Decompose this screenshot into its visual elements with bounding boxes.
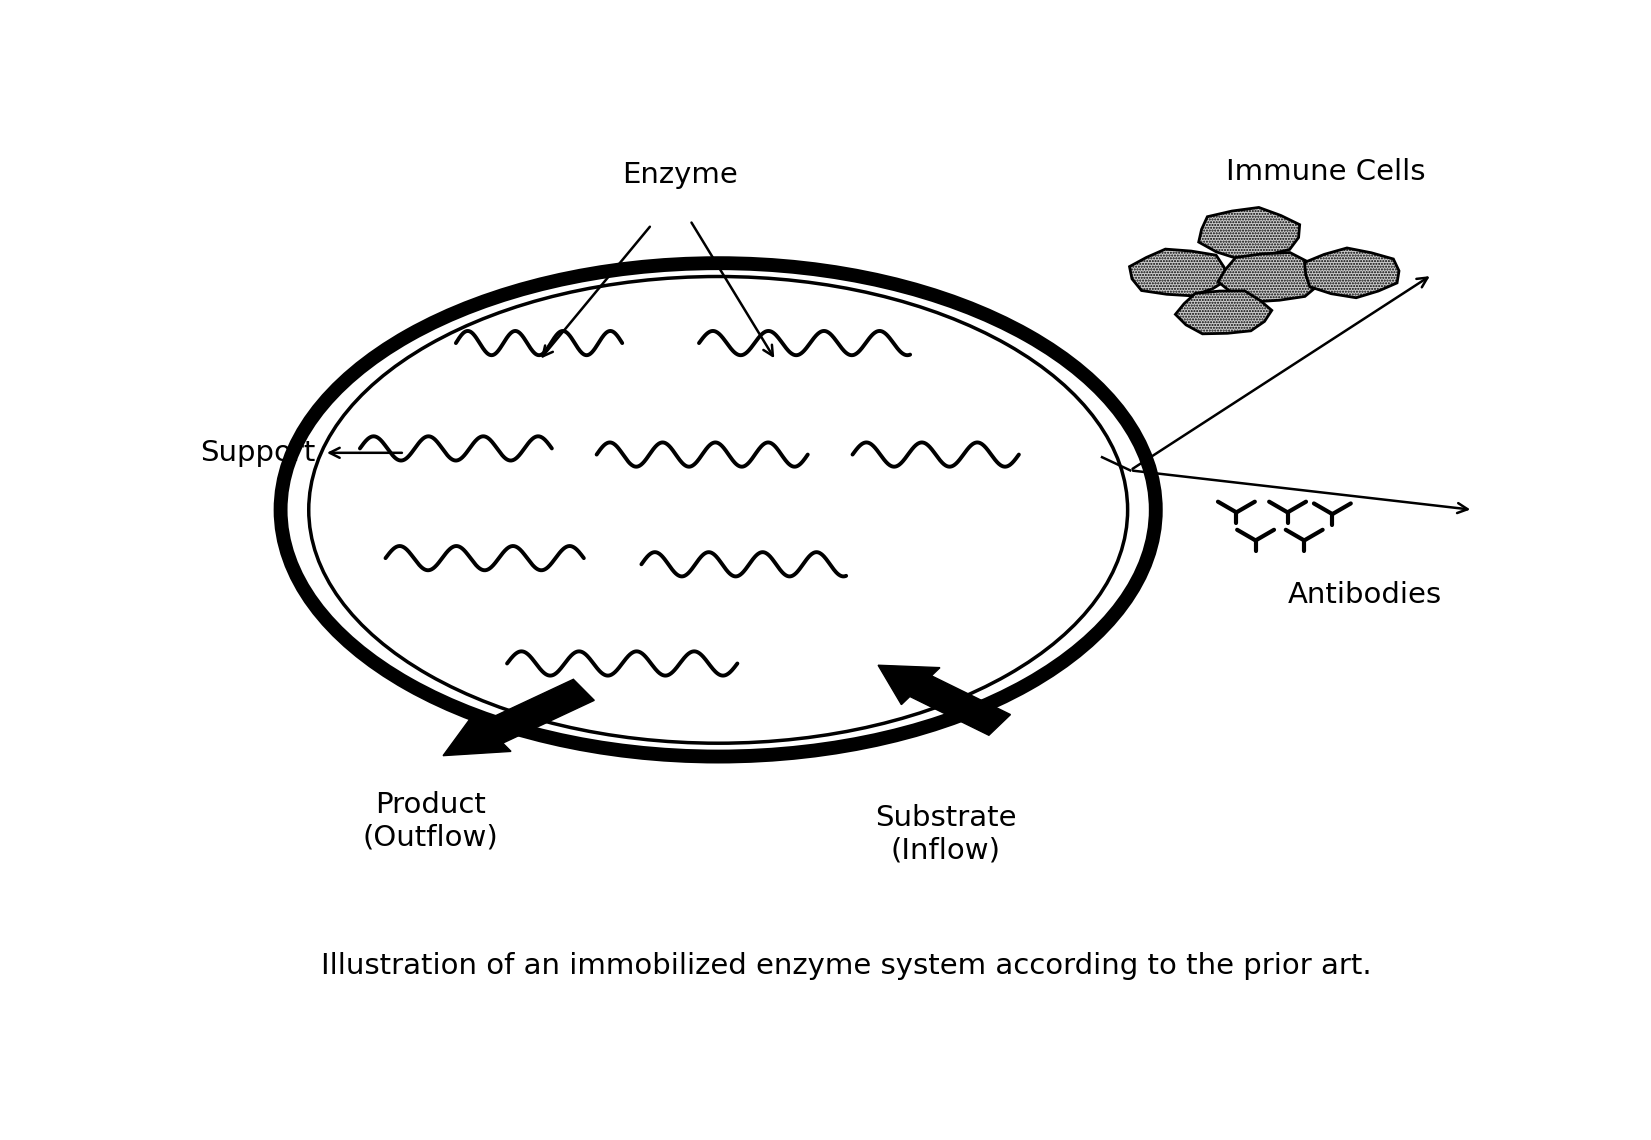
Ellipse shape: [281, 263, 1156, 757]
Polygon shape: [1304, 249, 1398, 298]
Text: Illustration of an immobilized enzyme system according to the prior art.: Illustration of an immobilized enzyme sy…: [320, 952, 1372, 980]
FancyArrow shape: [442, 679, 594, 756]
Polygon shape: [1218, 253, 1324, 302]
Ellipse shape: [309, 277, 1128, 743]
Polygon shape: [1129, 250, 1228, 295]
Polygon shape: [1199, 207, 1299, 259]
Polygon shape: [1176, 291, 1271, 334]
Text: Immune Cells: Immune Cells: [1227, 158, 1426, 186]
Text: Antibodies: Antibodies: [1288, 581, 1441, 609]
Text: Enzyme: Enzyme: [622, 162, 738, 189]
Text: Support: Support: [200, 439, 315, 466]
Text: Product
(Outflow): Product (Outflow): [363, 791, 499, 852]
Text: Substrate
(Inflow): Substrate (Inflow): [875, 804, 1017, 864]
FancyArrow shape: [878, 666, 1010, 735]
